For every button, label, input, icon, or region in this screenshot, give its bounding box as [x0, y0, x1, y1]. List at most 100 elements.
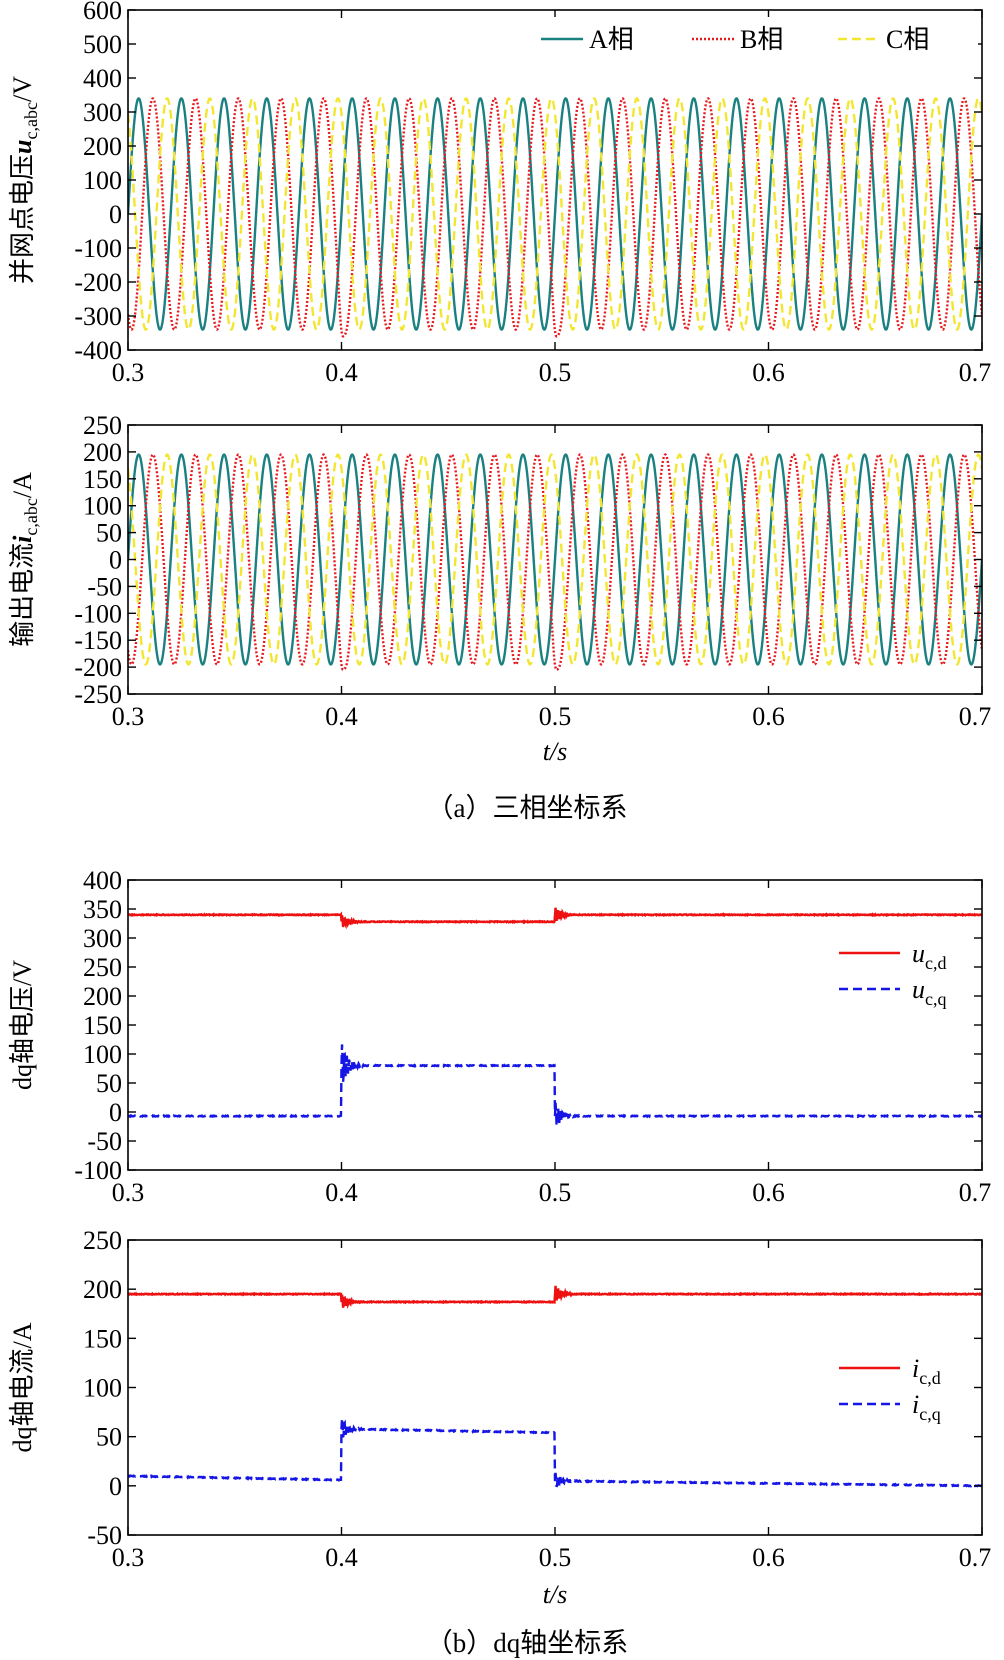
y-tick-label: 350	[83, 895, 122, 924]
y-axis-label-unit: /A	[8, 472, 37, 498]
legend-subscript: c,d	[925, 953, 947, 973]
y-axis-label: 输出电流ic,abc/A	[8, 472, 41, 647]
y-axis-label-text: dq轴电流/A	[8, 1322, 37, 1452]
legend-symbol: i	[912, 1390, 919, 1419]
y-tick-label: 400	[83, 64, 122, 93]
y-tick-label: 150	[83, 1324, 122, 1353]
y-axis-label-subscript: c,abc	[21, 498, 41, 535]
legend-symbol: i	[912, 1354, 919, 1383]
x-tick-label: 0.6	[752, 358, 785, 387]
x-tick-label: 0.6	[752, 702, 785, 731]
y-axis-label: dq轴电流/A	[8, 1322, 37, 1452]
plot-area	[128, 455, 982, 670]
legend-label: uc,d	[912, 939, 947, 973]
y-tick-label: -150	[74, 626, 122, 655]
legend-label: uc,q	[912, 975, 947, 1009]
legend-label: B相	[740, 25, 783, 54]
x-tick-label: 0.4	[325, 1543, 358, 1572]
x-tick-label: 0.5	[539, 702, 572, 731]
y-axis-label-unit: /V	[8, 76, 37, 102]
x-axis-label: t/s	[543, 1580, 568, 1609]
y-axis-label-text: 并网点电压	[8, 154, 37, 284]
legend-label: ic,d	[912, 1354, 941, 1388]
x-tick-label: 0.7	[959, 1178, 992, 1207]
y-tick-label: 0	[109, 1098, 122, 1127]
x-tick-label: 0.6	[752, 1178, 785, 1207]
y-tick-label: 200	[83, 1275, 122, 1304]
x-tick-label: 0.7	[959, 1543, 992, 1572]
plot-area	[128, 1286, 982, 1487]
series-line-i-cq	[128, 1418, 982, 1487]
legend: uc,duc,q	[839, 939, 947, 1009]
x-tick-label: 0.4	[325, 702, 358, 731]
y-tick-label: 50	[96, 1069, 122, 1098]
y-tick-label: 300	[83, 98, 122, 127]
chart-panel-4: 250 200 150 100 50 0 -500.3 0.4 0.5 0.6 0.7 t/s dq轴电…	[8, 1226, 991, 1609]
chart-panel-2: 250200150100500-50-100-150-200-2500.3 0.4…	[8, 411, 991, 766]
y-tick-label: 150	[83, 1011, 122, 1040]
y-tick-label: 100	[83, 1374, 122, 1403]
plot-area	[128, 908, 982, 1126]
chart-panel-1: 600 500 400 300 200 100 0 -100 -200 -300 -4000.3 0.…	[8, 0, 991, 387]
series-line-i-cd	[128, 1286, 982, 1308]
y-axis-label-text: dq轴电压/V	[8, 960, 37, 1090]
y-axis-label-subscript: c,abc	[21, 102, 41, 139]
y-axis-label-symbol: u	[8, 139, 37, 153]
x-tick-label: 0.5	[539, 1178, 572, 1207]
legend-symbol: u	[912, 975, 925, 1004]
y-tick-label: -50	[87, 572, 122, 601]
x-tick-label: 0.3	[112, 1178, 145, 1207]
plot-frame	[128, 1240, 982, 1535]
plot-area	[128, 98, 982, 336]
x-tick-label: 0.6	[752, 1543, 785, 1572]
x-axis-label: t/s	[543, 737, 568, 766]
plot-frame	[128, 10, 982, 350]
y-tick-label: 300	[83, 924, 122, 953]
legend-subscript: c,q	[925, 989, 947, 1009]
caption-a: （a）三相坐标系	[427, 793, 628, 823]
y-tick-label: -300	[74, 302, 122, 331]
legend-subscript: c,q	[919, 1404, 941, 1424]
y-tick-label: 200	[83, 438, 122, 467]
legend-label: ic,q	[912, 1390, 941, 1424]
y-tick-label: 0	[109, 1472, 122, 1501]
x-tick-label: 0.4	[325, 358, 358, 387]
x-tick-label: 0.4	[325, 1178, 358, 1207]
series-line-u-cq	[128, 1044, 982, 1125]
chart-panel-3: 400350300250200150100500-50-1000.3 0.4 0.5…	[8, 866, 991, 1207]
y-tick-label: -50	[87, 1127, 122, 1156]
y-tick-label: -100	[74, 599, 122, 628]
y-tick-label: 200	[83, 982, 122, 1011]
x-tick-label: 0.7	[959, 702, 992, 731]
y-tick-label: -200	[74, 268, 122, 297]
x-tick-label: 0.7	[959, 358, 992, 387]
legend: A相 B相 C相	[528, 17, 978, 59]
y-tick-label: 150	[83, 465, 122, 494]
y-tick-label: 200	[83, 132, 122, 161]
y-tick-label: 250	[83, 411, 122, 440]
y-tick-label: 600	[83, 0, 122, 25]
y-axis-label: 并网点电压uc,abc/V	[8, 76, 41, 284]
series-line-phase-1	[128, 455, 982, 665]
caption-b: （b）dq轴坐标系	[426, 1628, 629, 1658]
y-tick-label: 0	[109, 200, 122, 229]
legend: ic,dic,q	[839, 1354, 941, 1424]
series-line-u-cd	[128, 908, 982, 927]
y-tick-label: 100	[83, 166, 122, 195]
plot-frame	[128, 880, 982, 1170]
y-tick-label: 250	[83, 953, 122, 982]
x-tick-label: 0.3	[112, 702, 145, 731]
y-tick-label: 100	[83, 492, 122, 521]
y-tick-label: 500	[83, 30, 122, 59]
x-tick-label: 0.3	[112, 1543, 145, 1572]
legend-subscript: c,d	[919, 1368, 941, 1388]
y-tick-label: 250	[83, 1226, 122, 1255]
legend-label: A相	[589, 25, 634, 54]
x-tick-label: 0.5	[539, 1543, 572, 1572]
x-tick-label: 0.3	[112, 358, 145, 387]
y-tick-label: 400	[83, 866, 122, 895]
legend-symbol: u	[912, 939, 925, 968]
y-tick-label: 50	[96, 1423, 122, 1452]
y-tick-label: 50	[96, 519, 122, 548]
